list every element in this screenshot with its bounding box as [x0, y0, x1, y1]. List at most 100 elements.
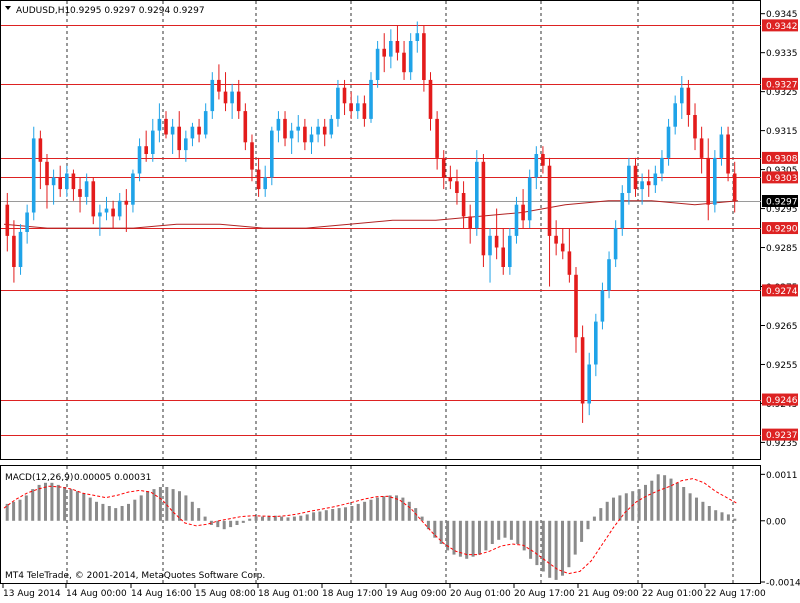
candle[interactable] [309, 126, 314, 154]
candle[interactable] [633, 157, 638, 197]
candle[interactable] [270, 126, 274, 186]
candle[interactable] [5, 192, 10, 252]
candle[interactable] [329, 115, 334, 139]
candle[interactable] [51, 169, 56, 205]
candle[interactable] [342, 79, 347, 116]
candle[interactable] [560, 228, 565, 260]
candle[interactable] [177, 111, 181, 158]
candle[interactable] [71, 169, 76, 201]
candle[interactable] [620, 185, 625, 236]
candle[interactable] [408, 33, 413, 80]
candle[interactable] [230, 83, 234, 119]
candle[interactable] [303, 118, 307, 151]
candle[interactable] [481, 154, 486, 268]
candle[interactable] [600, 282, 605, 330]
candle[interactable] [316, 118, 320, 143]
candle[interactable] [580, 325, 585, 423]
candle[interactable] [660, 150, 664, 182]
candle[interactable] [719, 126, 724, 166]
candle[interactable] [435, 111, 439, 170]
candle[interactable] [422, 25, 426, 92]
candle[interactable] [170, 118, 175, 154]
candle[interactable] [296, 115, 300, 143]
candle[interactable] [448, 165, 453, 190]
candle[interactable] [289, 122, 294, 154]
candle[interactable] [441, 150, 446, 190]
candle[interactable] [375, 40, 380, 88]
candle[interactable] [25, 204, 29, 244]
candle[interactable] [673, 95, 677, 135]
candle[interactable] [494, 208, 499, 260]
candle[interactable] [713, 150, 717, 213]
candle[interactable] [567, 228, 572, 283]
candle[interactable] [356, 95, 360, 119]
candle[interactable] [12, 220, 16, 283]
candle[interactable] [527, 169, 532, 229]
candle[interactable] [686, 79, 691, 127]
candle[interactable] [574, 267, 578, 353]
candle[interactable] [613, 220, 618, 268]
candle[interactable] [468, 204, 472, 244]
candle[interactable] [137, 138, 142, 182]
candle[interactable] [38, 130, 43, 190]
candle[interactable] [45, 154, 49, 209]
candle[interactable] [699, 126, 704, 174]
candle[interactable] [31, 126, 36, 221]
candle[interactable] [164, 111, 168, 139]
candle[interactable] [402, 40, 406, 80]
candle[interactable] [190, 122, 195, 147]
candle[interactable] [322, 118, 327, 147]
candle[interactable] [124, 189, 129, 232]
candle[interactable] [117, 192, 122, 221]
candle[interactable] [508, 228, 512, 275]
candle[interactable] [382, 33, 386, 73]
candle[interactable] [653, 165, 658, 193]
candle[interactable] [640, 173, 644, 205]
candle[interactable] [415, 21, 420, 53]
candle[interactable] [58, 165, 62, 197]
candle[interactable] [217, 64, 221, 100]
candle[interactable] [389, 29, 393, 69]
candle[interactable] [534, 146, 539, 190]
candle[interactable] [587, 352, 591, 416]
candle[interactable] [646, 169, 651, 197]
candle[interactable] [395, 25, 400, 61]
candle[interactable] [541, 146, 545, 174]
candle[interactable] [547, 157, 552, 287]
candle[interactable] [726, 126, 730, 182]
candle[interactable] [428, 72, 433, 131]
candle[interactable] [91, 177, 96, 225]
candle[interactable] [98, 204, 102, 236]
candle[interactable] [680, 76, 684, 119]
candle[interactable] [488, 228, 492, 283]
candle[interactable] [184, 130, 188, 162]
candle[interactable] [349, 91, 353, 119]
candle[interactable] [157, 103, 162, 143]
candle[interactable] [627, 157, 631, 205]
candle[interactable] [693, 103, 697, 151]
candle[interactable] [263, 165, 267, 197]
candle[interactable] [256, 157, 261, 197]
candle[interactable] [706, 138, 710, 221]
candle[interactable] [151, 118, 155, 162]
candle[interactable] [461, 181, 466, 229]
candle[interactable] [666, 118, 671, 166]
candle[interactable] [210, 72, 215, 119]
candle[interactable] [554, 220, 558, 256]
candle[interactable] [78, 177, 82, 213]
candle[interactable] [501, 228, 505, 275]
candle[interactable] [111, 200, 115, 229]
candle[interactable] [203, 103, 208, 139]
candle[interactable] [521, 189, 525, 229]
candle[interactable] [84, 173, 89, 205]
candle[interactable] [607, 251, 611, 299]
candle[interactable] [514, 196, 519, 244]
candle[interactable] [236, 79, 241, 119]
candle[interactable] [369, 72, 373, 123]
candle[interactable] [475, 150, 479, 236]
candle[interactable] [455, 169, 459, 205]
candle[interactable] [65, 165, 69, 197]
candle[interactable] [243, 103, 248, 151]
